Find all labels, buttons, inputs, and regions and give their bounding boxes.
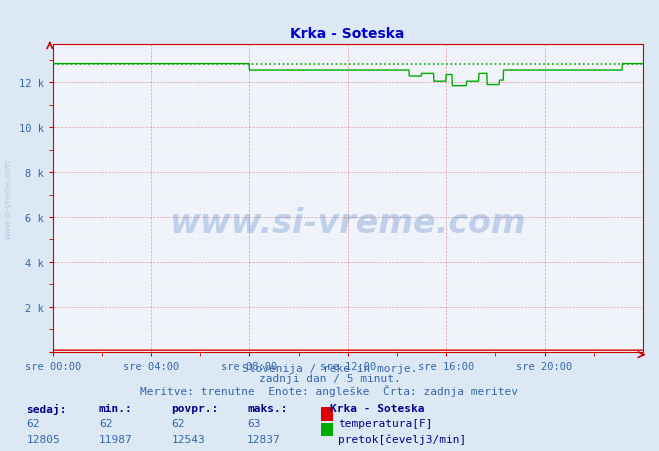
Text: sedaj:: sedaj: xyxy=(26,403,67,414)
Text: 12805: 12805 xyxy=(26,434,60,444)
Text: 62: 62 xyxy=(171,419,185,428)
Text: maks.:: maks.: xyxy=(247,403,287,413)
Text: povpr.:: povpr.: xyxy=(171,403,219,413)
Text: Slovenija / reke in morje.: Slovenija / reke in morje. xyxy=(242,363,417,373)
Text: zadnji dan / 5 minut.: zadnji dan / 5 minut. xyxy=(258,373,401,383)
Text: 11987: 11987 xyxy=(99,434,132,444)
Text: min.:: min.: xyxy=(99,403,132,413)
Text: www.si-vreme.com: www.si-vreme.com xyxy=(169,207,526,239)
Text: pretok[čevelj3/min]: pretok[čevelj3/min] xyxy=(338,434,467,444)
Text: 12543: 12543 xyxy=(171,434,205,444)
Text: Krka - Soteska: Krka - Soteska xyxy=(330,403,424,413)
Text: www.si-vreme.com: www.si-vreme.com xyxy=(3,159,13,238)
Text: 12837: 12837 xyxy=(247,434,281,444)
Text: 62: 62 xyxy=(26,419,40,428)
Text: 62: 62 xyxy=(99,419,112,428)
Text: Meritve: trenutne  Enote: angleške  Črta: zadnja meritev: Meritve: trenutne Enote: angleške Črta: … xyxy=(140,384,519,396)
Text: 63: 63 xyxy=(247,419,260,428)
Text: temperatura[F]: temperatura[F] xyxy=(338,419,432,428)
Title: Krka - Soteska: Krka - Soteska xyxy=(291,27,405,41)
